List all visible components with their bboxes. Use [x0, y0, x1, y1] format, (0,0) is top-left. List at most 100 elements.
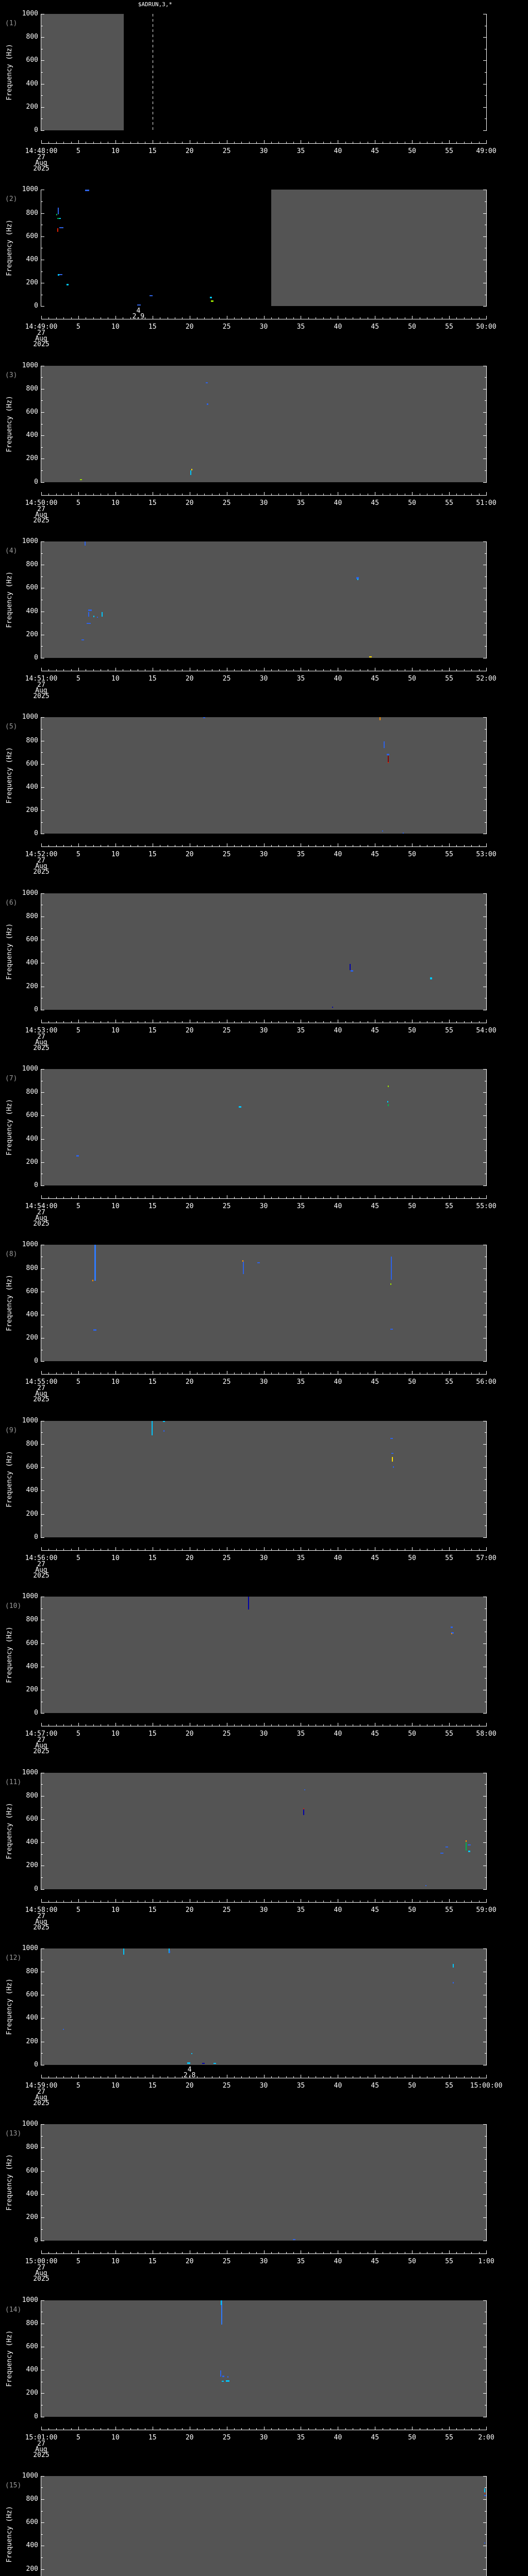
x-tick: [286, 1548, 287, 1550]
x-tick: [449, 2074, 450, 2078]
y-tick: [41, 1069, 44, 1070]
panel-index-label: (11): [5, 1778, 22, 1786]
x-tick: [397, 669, 398, 671]
spectrogram-panel: (7) Frequency (Hz) 0 200 400 600 800 1000 14:54:…: [0, 1055, 528, 1231]
y-axis-line-right: [486, 717, 487, 835]
x-tick-label: 15: [148, 2433, 157, 2442]
event-mark: [390, 1329, 393, 1330]
x-tick-label: 50: [408, 1026, 416, 1035]
x-tick-label: 25: [222, 1730, 231, 1738]
x-tick: [434, 1900, 435, 1902]
y-axis-title: Frequency (Hz): [6, 1451, 13, 1507]
x-tick: [249, 1021, 250, 1023]
x-tick: [71, 845, 72, 847]
x-tick-label: 25: [222, 1202, 231, 1211]
y-tick: [41, 482, 44, 483]
x-tick: [286, 1372, 287, 1375]
x-tick: [249, 317, 250, 319]
x-tick-label: 5: [76, 2433, 80, 2442]
event-mark: [93, 1329, 97, 1331]
y-tick: [485, 95, 486, 96]
event-mark: [162, 1420, 166, 1422]
x-tick-label: 30: [259, 1378, 268, 1386]
x-tick: [93, 2428, 94, 2430]
y-tick-label: 400: [26, 959, 38, 967]
x-tick: [345, 1021, 346, 1023]
x-tick: [478, 142, 480, 143]
x-tick: [219, 2076, 220, 2078]
x-tick: [293, 2428, 294, 2430]
x-tick: [256, 1724, 257, 1726]
x-date-line: Aug: [35, 2445, 47, 2453]
x-tick: [434, 1372, 435, 1375]
x-tick: [241, 1372, 242, 1375]
x-tick: [486, 1547, 487, 1550]
event-mark: [303, 1808, 305, 1809]
x-start-label: 14:59:00: [25, 2081, 58, 2090]
x-tick: [41, 1899, 42, 1902]
event-mark: [191, 469, 192, 471]
x-tick: [471, 1900, 472, 1902]
x-tick: [278, 1724, 279, 1726]
y-tick: [483, 213, 486, 214]
event-mark: [151, 1420, 153, 1435]
x-tick: [478, 2428, 480, 2430]
x-date-line: 2025: [33, 2099, 50, 2107]
y-tick-label: 0: [34, 1181, 38, 1190]
y-axis-line-right: [486, 190, 487, 307]
x-tick: [278, 142, 279, 143]
x-tick: [323, 317, 324, 319]
event-mark: [59, 218, 61, 219]
x-tick: [93, 317, 94, 319]
x-tick: [48, 493, 50, 495]
x-tick: [293, 845, 294, 847]
x-tick: [464, 1021, 465, 1023]
x-tick: [464, 669, 465, 671]
x-tick: [308, 1021, 309, 1023]
x-tick: [323, 669, 324, 671]
x-tick-label: 5: [76, 1202, 80, 1211]
x-tick: [241, 845, 242, 847]
x-tick-label: 40: [334, 2081, 342, 2090]
x-tick: [234, 669, 235, 671]
y-tick-label: 1000: [22, 1944, 38, 1952]
y-tick: [41, 1150, 43, 1151]
x-tick: [308, 1900, 309, 1902]
x-tick: [182, 142, 183, 143]
x-date-line: 2025: [33, 1220, 50, 1228]
x-tick: [182, 2076, 183, 2078]
x-tick: [71, 2252, 72, 2254]
event-mark: [57, 208, 59, 215]
event-mark: [211, 300, 213, 302]
x-tick: [56, 2076, 57, 2078]
x-tick: [249, 2428, 250, 2430]
x-tick: [219, 669, 220, 671]
x-tick: [241, 2076, 242, 2078]
x-tick-label: 40: [334, 1906, 342, 1914]
x-tick-label: 55: [445, 1906, 453, 1914]
y-tick: [483, 60, 486, 61]
x-tick: [41, 668, 42, 671]
y-tick: [41, 2136, 43, 2137]
x-tick: [323, 1372, 324, 1375]
y-tick: [41, 1479, 43, 1480]
x-tick: [456, 493, 457, 495]
x-tick-label: 45: [371, 675, 380, 683]
spectrogram-panel: (14) Frequency (Hz) 0 200 400 600 800 1000 15:01…: [0, 2286, 528, 2462]
y-tick: [483, 37, 486, 38]
x-tick: [93, 142, 94, 143]
x-tick: [256, 2252, 257, 2254]
x-tick-label: 35: [296, 1906, 305, 1914]
x-tick: [464, 1548, 465, 1550]
x-tick: [486, 2074, 487, 2078]
x-tick-label: 30: [259, 147, 268, 155]
x-tick: [486, 1899, 487, 1902]
x-tick: [486, 140, 487, 143]
plot-region: [41, 1069, 486, 1186]
x-start-label: 14:56:00: [25, 1554, 58, 1562]
y-tick: [41, 775, 43, 776]
spectrogram-panel: (13) Frequency (Hz) 0 200 400 600 800 1000 15:00…: [0, 2110, 528, 2286]
x-tick: [130, 1372, 131, 1375]
x-tick: [471, 1724, 472, 1726]
x-tick: [456, 2076, 457, 2078]
